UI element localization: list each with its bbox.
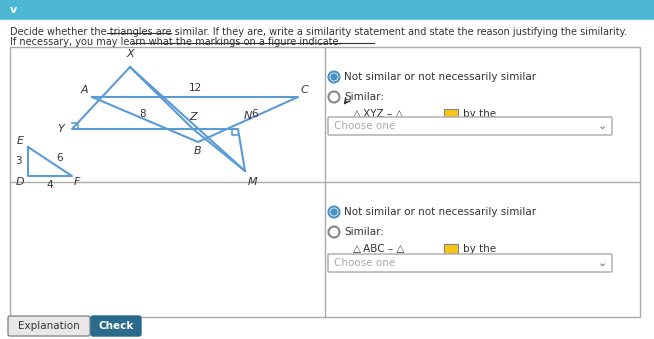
Text: Check: Check xyxy=(98,321,133,331)
Text: Z: Z xyxy=(189,112,197,122)
Circle shape xyxy=(331,209,337,215)
Text: 12: 12 xyxy=(188,83,201,93)
Text: F: F xyxy=(74,177,80,187)
Text: N: N xyxy=(244,111,252,121)
Text: 8: 8 xyxy=(140,109,146,119)
Text: Choose one: Choose one xyxy=(334,258,395,268)
Text: M: M xyxy=(248,177,258,187)
Text: 6: 6 xyxy=(252,109,258,119)
Bar xyxy=(0,0,654,20)
Text: Similar:: Similar: xyxy=(344,92,384,102)
Circle shape xyxy=(328,226,339,238)
Text: v: v xyxy=(9,5,16,15)
Text: Explanation: Explanation xyxy=(18,321,80,331)
Text: by the: by the xyxy=(463,109,496,119)
Bar xyxy=(444,244,458,254)
FancyBboxPatch shape xyxy=(91,316,141,336)
Text: ⌄: ⌄ xyxy=(598,258,607,268)
Text: Decide whether the triangles are similar. If they are, write a similarity statem: Decide whether the triangles are similar… xyxy=(10,27,627,37)
Circle shape xyxy=(328,206,339,218)
FancyBboxPatch shape xyxy=(8,316,90,336)
Text: C: C xyxy=(301,85,309,95)
Text: Y: Y xyxy=(58,124,64,134)
Bar xyxy=(444,109,458,119)
Text: X: X xyxy=(126,49,134,59)
Bar xyxy=(10,47,640,317)
Text: A: A xyxy=(80,85,88,95)
Text: ⌄: ⌄ xyxy=(598,121,607,131)
Text: Choose one: Choose one xyxy=(334,121,395,131)
Text: △ ABC – △: △ ABC – △ xyxy=(353,244,404,254)
Circle shape xyxy=(328,72,339,82)
Circle shape xyxy=(328,92,339,102)
Text: 3: 3 xyxy=(16,156,22,166)
Text: Not similar or not necessarily similar: Not similar or not necessarily similar xyxy=(344,72,536,82)
Text: 4: 4 xyxy=(46,180,54,190)
Text: 6: 6 xyxy=(56,153,63,163)
Text: E: E xyxy=(17,136,24,146)
Text: Not similar or not necessarily similar: Not similar or not necessarily similar xyxy=(344,207,536,217)
Text: D: D xyxy=(16,177,24,187)
FancyBboxPatch shape xyxy=(328,254,612,272)
Text: by the: by the xyxy=(463,244,496,254)
Text: Similar:: Similar: xyxy=(344,227,384,237)
Text: △ XYZ – △: △ XYZ – △ xyxy=(353,109,404,119)
Text: B: B xyxy=(194,146,202,156)
FancyBboxPatch shape xyxy=(328,117,612,135)
Text: If necessary, you may learn what the markings on a figure indicate.: If necessary, you may learn what the mar… xyxy=(10,37,341,47)
Circle shape xyxy=(331,74,337,80)
